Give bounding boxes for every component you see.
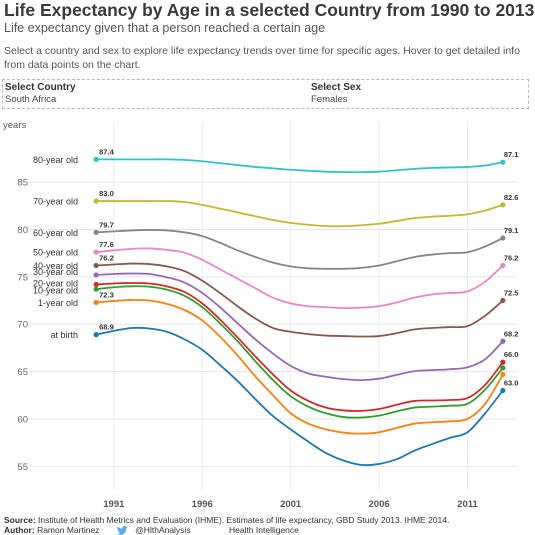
description-text: Select a country and sex to explore life… <box>4 45 520 71</box>
data-point-end-40-year-old[interactable] <box>500 297 506 304</box>
end-value-label: 79.1 <box>504 226 519 235</box>
series-name-label: 60-year old <box>33 228 78 238</box>
series-name-label: 70-year old <box>33 197 78 207</box>
series-line-30-year-old <box>96 272 504 382</box>
source-label: Source: <box>4 515 36 525</box>
data-point-start-50-year-old[interactable] <box>93 249 99 255</box>
data-point-start-60-year-old[interactable] <box>93 229 99 235</box>
page-title: Life Expectancy by Age in a selected Cou… <box>4 0 535 20</box>
start-value-label: 77.6 <box>99 240 114 249</box>
end-value-label: 66.0 <box>504 350 519 359</box>
y-axis-ticks: 55 60 65 70 75 80 85 <box>17 178 28 473</box>
country-filter[interactable]: Select Country South Africa <box>5 82 76 105</box>
data-point-start-40-year-old[interactable] <box>93 262 99 269</box>
filter-panel: Select Country South Africa Select Sex F… <box>2 79 529 109</box>
series-name-label: 20-year old <box>33 278 78 288</box>
end-value-label: 68.2 <box>504 329 519 338</box>
author-name: Ramon Martinez <box>37 525 100 535</box>
data-point-start-at-birth[interactable] <box>93 332 99 338</box>
x-tick-label: 2001 <box>280 499 302 510</box>
data-point-end-20-year-old[interactable] <box>500 359 506 365</box>
life-expectancy-chart[interactable]: years 55 60 65 70 75 80 85 1991 1996 2001 2006 201… <box>0 112 535 512</box>
series-line-80-year-old <box>96 158 504 174</box>
data-point-end-80-year-old[interactable] <box>500 159 506 165</box>
data-point-start-1-year-old[interactable] <box>93 299 99 306</box>
series-line-10-year-old <box>96 285 504 419</box>
sex-filter[interactable]: Select Sex Females <box>311 82 361 105</box>
data-point-end-50-year-old[interactable] <box>500 262 506 269</box>
x-tick-label: 1991 <box>103 499 125 510</box>
y-tick-label: 55 <box>17 462 28 473</box>
data-point-start-10-year-old[interactable] <box>93 286 99 292</box>
y-axis-label: years <box>3 120 26 131</box>
series-line-at-birth <box>95 326 504 467</box>
end-value-label: 72.5 <box>504 289 519 298</box>
series-line-60-year-old <box>96 229 504 270</box>
start-value-label: 87.4 <box>99 147 114 156</box>
data-point-end-1-year-old[interactable] <box>500 371 506 378</box>
series-line-40-year-old <box>96 262 504 338</box>
y-tick-label: 85 <box>17 178 28 189</box>
data-point-start-80-year-old[interactable] <box>93 156 99 162</box>
series-name-label: 80-year old <box>33 155 78 165</box>
organization-name: Health Intelligence <box>228 525 299 535</box>
start-value-label: 72.3 <box>99 290 114 299</box>
series-name-label: 30-year old <box>33 267 78 277</box>
data-point-end-30-year-old[interactable] <box>500 338 506 344</box>
data-point-end-60-year-old[interactable] <box>500 235 506 241</box>
x-tick-label: 2011 <box>457 499 478 510</box>
end-value-label: 76.2 <box>504 253 519 262</box>
twitter-bird-icon <box>116 526 128 535</box>
series-lines <box>95 158 504 467</box>
y-tick-label: 60 <box>17 414 28 425</box>
start-value-label: 83.0 <box>99 189 114 198</box>
source-text: Institute of Health Metrics and Evaluati… <box>38 515 450 525</box>
author-note: Author: Ramon Martinez @HlthAnalysis Hea… <box>4 525 299 535</box>
author-label: Author: <box>4 525 35 535</box>
x-tick-label: 2006 <box>369 499 390 510</box>
sex-select[interactable]: Females <box>311 94 348 105</box>
series-points[interactable] <box>93 156 506 394</box>
page-subtitle: Life expectancy given that a person reac… <box>4 21 326 35</box>
y-tick-label: 80 <box>17 225 28 236</box>
series-line-50-year-old <box>96 247 504 310</box>
data-point-start-30-year-old[interactable] <box>93 272 99 278</box>
sex-filter-label: Select Sex <box>311 82 362 93</box>
end-value-label: 63.0 <box>504 379 519 388</box>
country-filter-label: Select Country <box>5 82 76 93</box>
data-point-start-70-year-old[interactable] <box>93 198 99 204</box>
series-labels: 80-year old 87.4 87.1 70-year old 83.0 82.6 60… <box>33 147 518 387</box>
data-point-end-at-birth[interactable] <box>500 387 506 394</box>
end-value-label: 82.6 <box>504 193 519 202</box>
series-line-20-year-old <box>96 282 504 412</box>
series-name-label: 10-year old <box>33 286 78 296</box>
start-value-label: 79.7 <box>99 220 114 229</box>
start-value-label: 68.9 <box>99 323 114 332</box>
y-tick-label: 65 <box>17 367 28 378</box>
data-point-start-20-year-old[interactable] <box>93 281 99 288</box>
y-tick-label: 70 <box>17 320 28 331</box>
y-tick-label: 75 <box>17 272 28 283</box>
series-name-label: at birth <box>50 330 78 340</box>
series-name-label: 50-year old <box>33 248 78 258</box>
data-point-end-70-year-old[interactable] <box>500 202 506 208</box>
end-value-label: 87.1 <box>504 150 519 159</box>
x-axis-ticks: 1991 1996 2001 2006 2011 <box>103 499 478 510</box>
series-line-70-year-old <box>96 200 504 228</box>
data-point-end-10-year-old[interactable] <box>500 365 506 371</box>
x-tick-label: 1996 <box>192 499 213 510</box>
source-note: Source: Institute of Health Metrics and … <box>4 515 449 525</box>
series-line-1-year-old <box>96 299 504 435</box>
country-select[interactable]: South Africa <box>5 94 57 105</box>
twitter-handle[interactable]: @HlthAnalysis <box>135 525 191 535</box>
start-value-label: 76.2 <box>99 253 114 262</box>
series-name-label: 40-year old <box>33 261 78 271</box>
series-name-label: 1-year old <box>38 298 78 308</box>
grid-lines <box>30 122 517 490</box>
